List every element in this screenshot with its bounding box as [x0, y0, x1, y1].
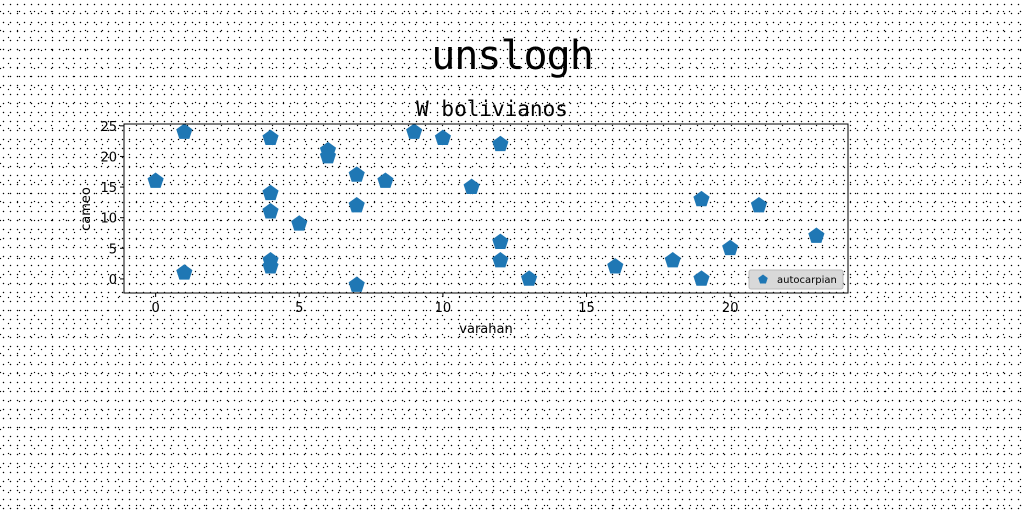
scatter-point [722, 239, 739, 256]
legend-box [748, 269, 844, 290]
scatter-point [492, 135, 509, 152]
figure-suptitle: unslogh [431, 33, 594, 79]
scatter-point [348, 166, 365, 182]
x-tick-label: 5 [295, 301, 303, 316]
scatter-point [176, 264, 193, 280]
scatter-point [750, 196, 768, 213]
y-tick-label: 15 [100, 181, 117, 196]
y-axis-label: cameo [79, 187, 94, 231]
y-tick-label: 20 [100, 150, 117, 165]
x-axis-label: varahan [459, 322, 512, 337]
scatter-point [693, 270, 710, 286]
scatter-point [664, 252, 681, 268]
y-axis: 0 5 10 15 20 25 [100, 120, 124, 288]
scatter-point [262, 258, 279, 274]
scatter-point [492, 252, 509, 268]
scatter-point [176, 123, 193, 139]
scatter-point [434, 129, 451, 145]
scatter-point [406, 123, 423, 139]
x-axis: 0 5 10 15 20 [151, 293, 738, 316]
scatter-point [348, 196, 365, 213]
y-tick-label: 25 [100, 120, 117, 135]
scatter-point [377, 172, 394, 188]
y-tick-label: 0 [109, 273, 117, 288]
scatter-point [147, 172, 164, 188]
x-tick-label: 10 [435, 301, 452, 316]
scatter-point [262, 184, 279, 201]
y-tick-label: 5 [109, 242, 117, 257]
y-tick-label: 10 [100, 212, 117, 227]
x-tick-label: 0 [151, 301, 159, 316]
scatter-point [492, 233, 509, 250]
chart-title: W bolivianos [416, 97, 568, 121]
scatter-point [319, 147, 337, 164]
legend-marker [758, 274, 768, 284]
scatter-point [463, 178, 480, 194]
scatter-point [262, 203, 279, 219]
marks-layer [147, 123, 825, 292]
scatter-point [607, 258, 624, 274]
legend: autocarpian [748, 269, 844, 290]
scatter-point [262, 129, 279, 145]
plot-frame [123, 123, 849, 294]
scatter-point [808, 227, 825, 243]
scatter-point [348, 276, 365, 292]
x-tick-label: 15 [578, 301, 595, 316]
scatter-point [693, 190, 710, 207]
x-tick-label: 20 [722, 301, 739, 316]
scatter-point [521, 270, 538, 286]
legend-label: autocarpian [777, 275, 837, 286]
scatter-point [291, 215, 308, 231]
